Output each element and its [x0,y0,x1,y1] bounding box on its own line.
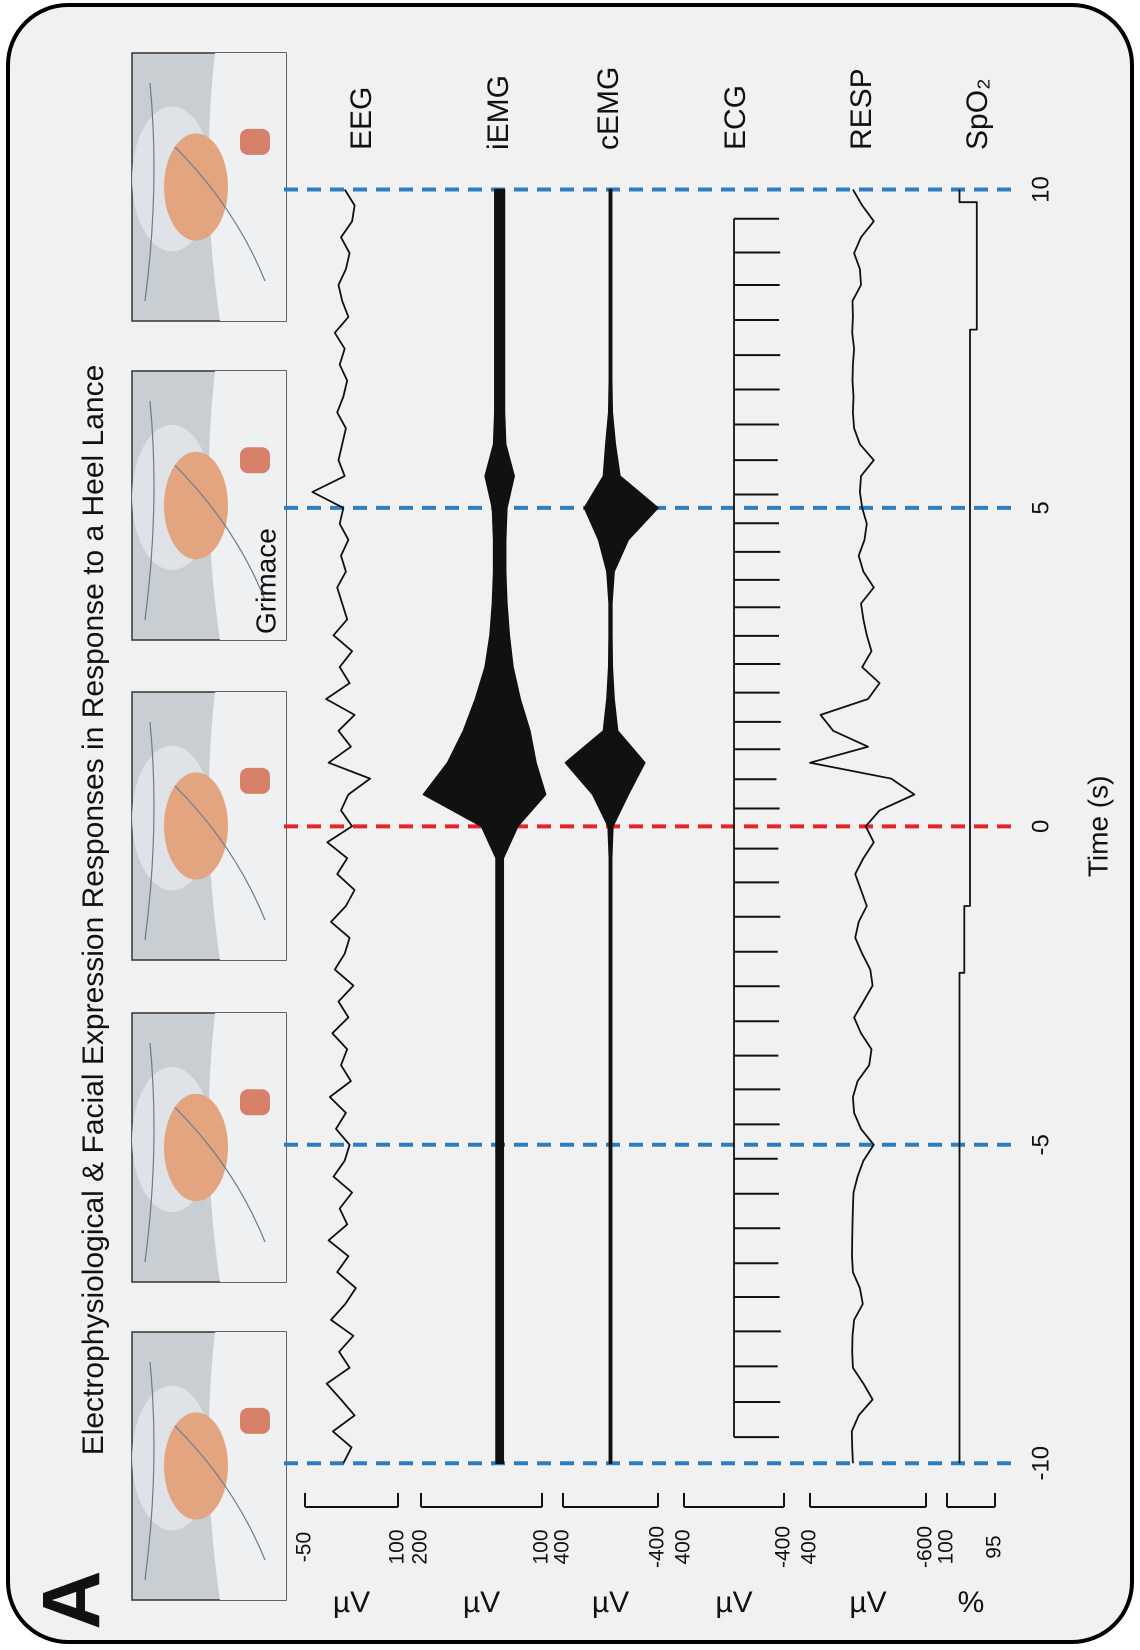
face [164,1412,228,1519]
channel-label: cEMG [592,67,625,150]
hand [240,447,270,473]
channel-label: ECG [719,85,752,150]
hand [240,129,270,155]
figure-title: Electrophysiological & Facial Expression… [77,365,110,1456]
x-tick-label: -5 [1027,1134,1054,1155]
unit-label: µV [849,1586,886,1619]
channel-label: iEMG [482,75,515,150]
hand [240,768,270,794]
y-tick-label: 400 [551,1529,574,1564]
hand [240,1089,270,1115]
hand [240,1408,270,1434]
y-tick-label: 400 [798,1529,821,1564]
y-tick-label: -400 [646,1526,669,1568]
x-tick-label: 5 [1027,501,1054,514]
face [164,772,228,879]
unit-label: µV [333,1586,370,1619]
panel-label: A [27,1570,118,1629]
face [164,452,228,560]
x-tick-label: 10 [1027,176,1054,203]
unit-label: µV [715,1586,752,1619]
x-axis-label: Time (s) [1082,776,1113,878]
y-tick-label: -600 [914,1526,937,1568]
y-tick-label: -50 [293,1532,316,1562]
y-tick-label: 100 [935,1529,958,1564]
y-tick-label: 400 [672,1529,695,1564]
face [164,133,228,240]
channel-label: EEG [345,87,378,150]
x-tick-label: 0 [1027,820,1054,833]
video-frame [132,53,286,321]
y-tick-label: 95 [983,1535,1006,1558]
annotation: Grimace [250,528,281,634]
face [164,1094,228,1202]
x-tick-label: -10 [1027,1446,1054,1481]
y-tick-label: 100 [386,1529,409,1564]
unit-label: µV [592,1586,629,1619]
channel-label: RESP [845,68,878,150]
y-tick-label: -400 [772,1526,795,1568]
unit-label: % [958,1586,985,1619]
video-frame [132,692,286,960]
y-tick-label: 100 [530,1529,553,1564]
video-frame [132,1332,286,1600]
video-frame [132,1013,286,1282]
y-tick-label: 200 [409,1529,432,1564]
figure: A Electrophysiological & Facial Expressi… [0,0,1140,1650]
channel-label: SpO₂ [961,78,994,150]
unit-label: µV [463,1586,500,1619]
